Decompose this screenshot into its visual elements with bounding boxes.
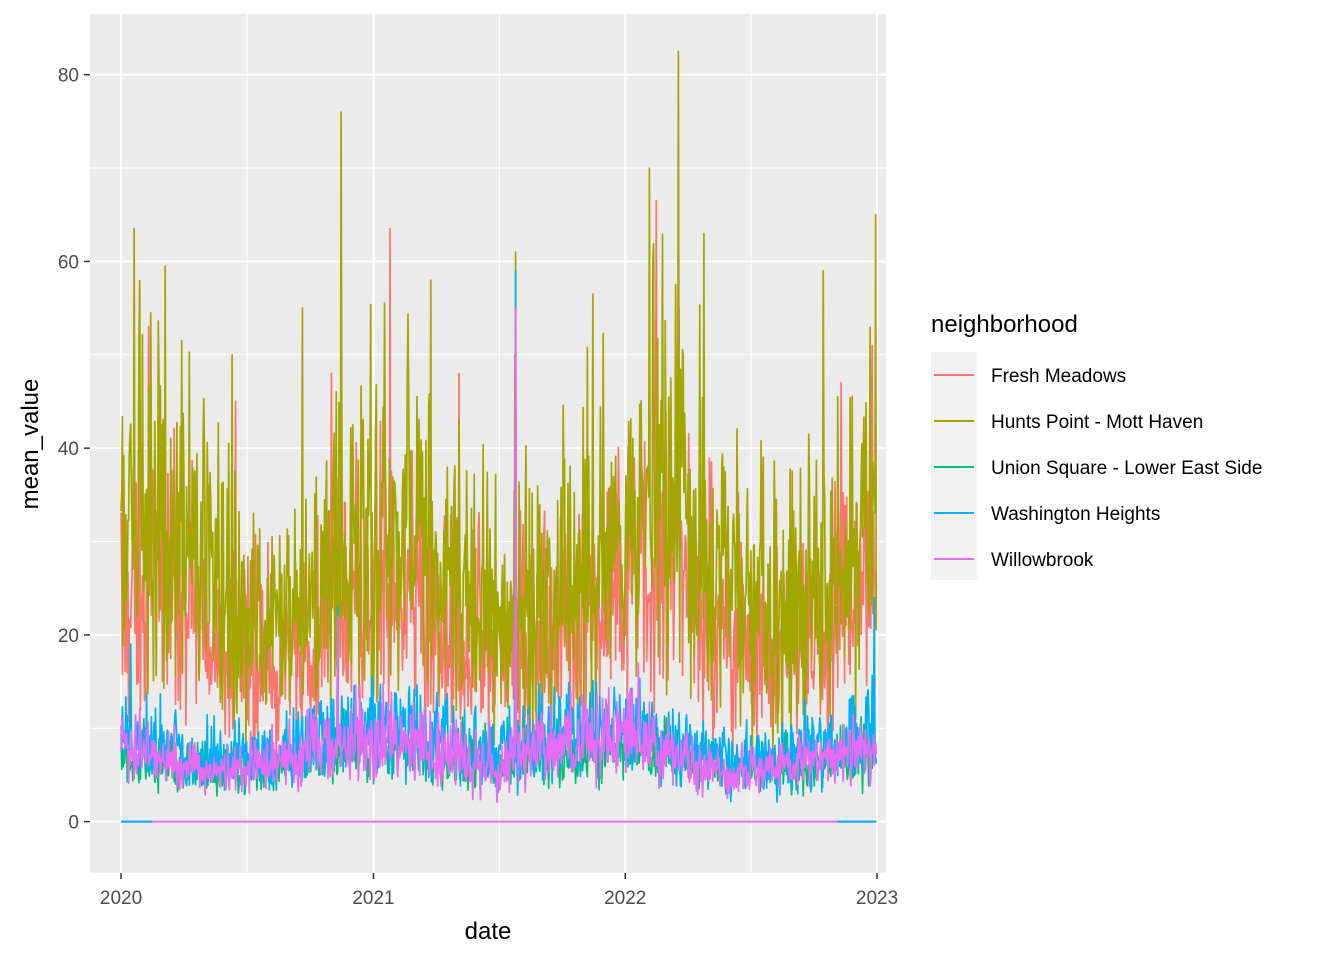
legend-title: neighborhood [931,311,1078,338]
x-tick-label: 2020 [100,888,142,909]
series-line-willowbrook [120,307,878,803]
x-axis: 2020 2021 2022 2023 [100,873,898,909]
legend-label-fresh-meadows: Fresh Meadows [991,366,1126,387]
x-tick-label: 2023 [856,888,898,909]
x-tick-label: 2021 [352,888,394,909]
legend-label-hunts-point-mott-haven: Hunts Point - Mott Haven [991,412,1203,433]
y-axis-title: mean_value [17,379,44,510]
legend-items: Fresh Meadows Hunts Point - Mott Haven Uni… [934,366,1262,571]
series-layer [120,50,878,823]
legend-label-washington-heights: Washington Heights [991,504,1160,525]
y-axis: 0 20 40 60 80 [58,66,90,834]
series-line-hunts-point-mott-haven [120,50,878,757]
y-tick-label: 60 [58,252,79,273]
legend-label-union-square-lower-east-side: Union Square - Lower East Side [991,458,1262,479]
y-tick-label: 20 [58,626,79,647]
y-tick-label: 80 [58,66,79,87]
legend: neighborhood Fresh Meadows Hunts Point - … [931,311,1262,580]
legend-label-willowbrook: Willowbrook [991,550,1094,571]
y-tick-label: 0 [68,813,79,834]
x-tick-label: 2022 [604,888,646,909]
y-tick-label: 40 [58,439,79,460]
x-axis-title: date [465,918,512,945]
